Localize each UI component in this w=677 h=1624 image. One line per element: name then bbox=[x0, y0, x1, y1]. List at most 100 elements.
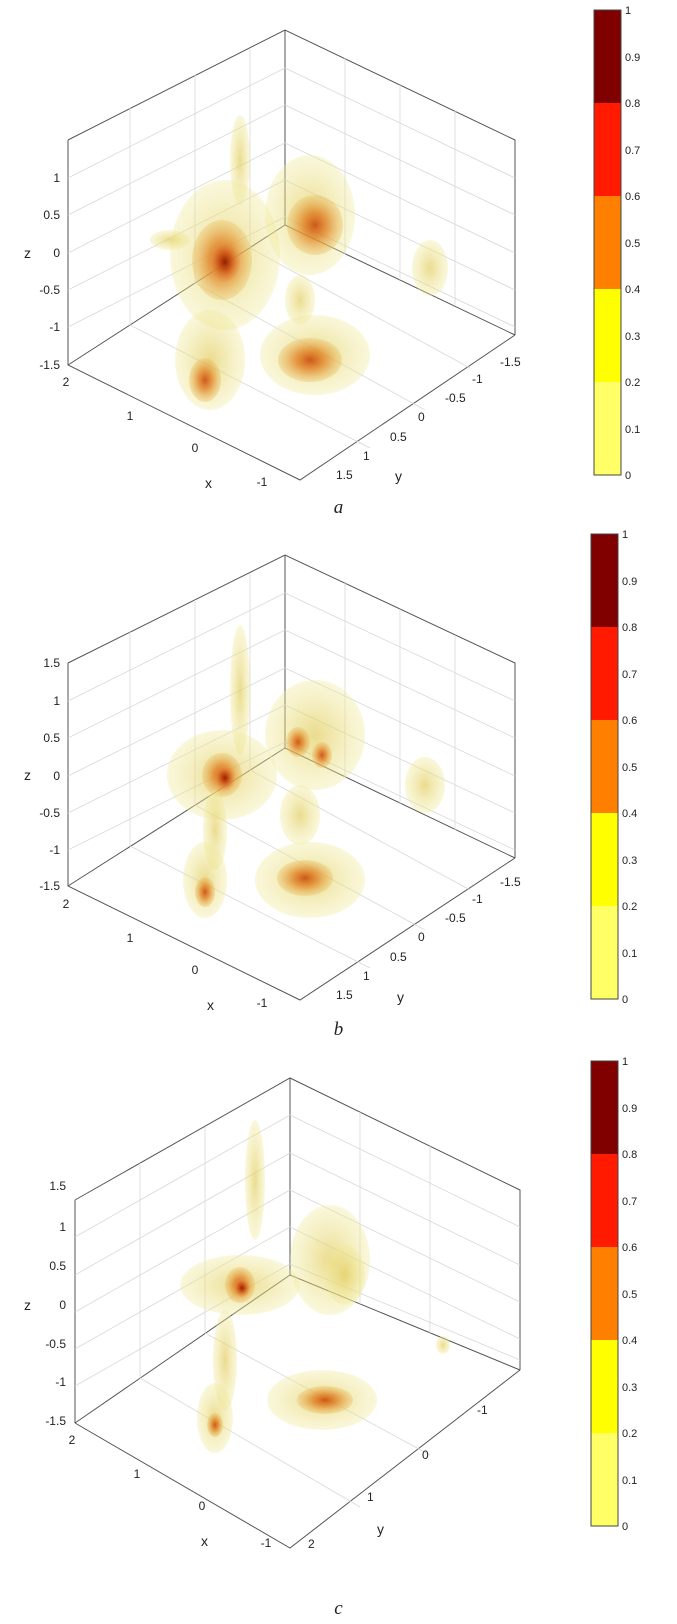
colorbar-tick: 0.2 bbox=[622, 1428, 637, 1440]
z-tick: 0.5 bbox=[43, 208, 60, 222]
blobs-c bbox=[180, 1120, 450, 1453]
colorbar-band bbox=[594, 289, 621, 382]
colorbar-tick: 0.4 bbox=[622, 1335, 637, 1347]
z-axis-label: z bbox=[24, 1297, 31, 1313]
z-ticks-c: 1.5 1 0.5 0 -0.5 -1 -1.5 bbox=[45, 1179, 66, 1428]
colorbar-tick: 0.1 bbox=[622, 948, 637, 960]
z-tick: 1 bbox=[53, 171, 60, 185]
colorbar-tick: 0.3 bbox=[625, 331, 640, 343]
colorbar-band bbox=[594, 196, 621, 289]
colorbar-tick: 1 bbox=[625, 5, 631, 17]
colorbar-tick: 0.4 bbox=[625, 284, 640, 296]
colorbar-tick: 0.6 bbox=[622, 1242, 637, 1254]
z-tick: -0.5 bbox=[39, 806, 60, 820]
x-tick: 2 bbox=[63, 375, 70, 389]
colorbar-band bbox=[591, 1247, 618, 1340]
caption-a: a bbox=[333, 497, 344, 518]
colorbar-tick: 0.9 bbox=[622, 576, 637, 588]
z-tick: 0 bbox=[53, 246, 60, 260]
colorbar-tick: 1 bbox=[622, 1056, 628, 1068]
colorbar-tick: 0 bbox=[622, 994, 628, 1006]
y-tick: 0.5 bbox=[390, 950, 407, 964]
x-tick: -1 bbox=[257, 996, 268, 1010]
z-tick: -1 bbox=[55, 1375, 66, 1389]
colorbar-tick: 0.9 bbox=[622, 1103, 637, 1115]
z-tick: -1.5 bbox=[39, 358, 60, 372]
z-tick: 1.5 bbox=[49, 1179, 66, 1193]
colorbar-tick: 1 bbox=[622, 529, 628, 541]
colorbar-tick: 0.6 bbox=[625, 191, 640, 203]
colorbar-tick: 0.7 bbox=[622, 669, 637, 681]
x-tick: 1 bbox=[134, 1467, 141, 1481]
x-tick: 0 bbox=[199, 1499, 206, 1513]
y-axis-label: y bbox=[395, 468, 402, 484]
colorbar-band bbox=[594, 382, 621, 475]
colorbar-tick: 0.8 bbox=[622, 622, 637, 634]
y-tick: -1 bbox=[477, 1403, 488, 1417]
colorbar-band bbox=[594, 103, 621, 196]
z-tick: 0.5 bbox=[49, 1259, 66, 1273]
colorbar-tick: 0.2 bbox=[625, 377, 640, 389]
x-ticks-b: 2 1 0 -1 bbox=[63, 897, 268, 1010]
z-ticks-b: 1.5 1 0.5 0 -0.5 -1 -1.5 bbox=[39, 656, 60, 893]
y-tick: 1.5 bbox=[336, 468, 353, 482]
blobs-a bbox=[150, 115, 448, 410]
y-tick: -1 bbox=[472, 372, 483, 386]
z-tick: -1.5 bbox=[45, 1414, 66, 1428]
y-tick: 2 bbox=[308, 1537, 315, 1551]
colorbar-tick: 0.3 bbox=[622, 855, 637, 867]
x-ticks-a: 2 1 0 -1 bbox=[63, 375, 268, 489]
z-tick: 0 bbox=[59, 1298, 66, 1312]
colorbar-tick: 0.9 bbox=[625, 52, 640, 64]
z-axis-label: z bbox=[24, 767, 31, 783]
plot-b: 1.5 1 0.5 0 -0.5 -1 -1.5 z 2 1 0 -1 x 1.… bbox=[24, 529, 637, 1013]
x-tick: 0 bbox=[192, 963, 199, 977]
y-ticks-b: 1.5 1 0.5 0 -0.5 -1 -1.5 bbox=[336, 875, 521, 1002]
colorbar-tick: 0 bbox=[625, 470, 631, 482]
plot-a: 1 0.5 0 -0.5 -1 -1.5 z 2 1 0 -1 x 1.5 1 … bbox=[24, 5, 640, 491]
y-tick: 0 bbox=[418, 410, 425, 424]
y-tick: 1 bbox=[363, 969, 370, 983]
y-ticks-c: 2 1 0 -1 bbox=[308, 1403, 488, 1551]
y-tick: -0.5 bbox=[445, 391, 466, 405]
x-tick: 2 bbox=[69, 1433, 76, 1447]
colorbar-band bbox=[591, 627, 618, 720]
colorbar-tick: 0.6 bbox=[622, 715, 637, 727]
panel-c: 1.5 1 0.5 0 -0.5 -1 -1.5 z 2 1 0 -1 x 2 … bbox=[0, 1056, 677, 1624]
y-tick: -0.5 bbox=[445, 911, 466, 925]
colorbar-tick: 0.2 bbox=[622, 901, 637, 913]
blobs-b bbox=[167, 625, 445, 918]
x-tick: 2 bbox=[63, 897, 70, 911]
colorbar-tick: 0 bbox=[622, 1521, 628, 1533]
colorbar-tick: 0.3 bbox=[622, 1382, 637, 1394]
z-tick: -0.5 bbox=[39, 283, 60, 297]
colorbar-band bbox=[591, 1340, 618, 1433]
colorbar-tick: 0.5 bbox=[622, 762, 637, 774]
y-axis-label: y bbox=[397, 989, 404, 1005]
y-tick: 1 bbox=[367, 1490, 374, 1504]
z-tick: 0 bbox=[53, 769, 60, 783]
colorbar-band bbox=[591, 1154, 618, 1247]
colorbar-band bbox=[591, 1061, 618, 1154]
colorbar-band bbox=[591, 720, 618, 813]
colorbar-band bbox=[591, 1433, 618, 1526]
z-axis-label: z bbox=[24, 245, 31, 261]
y-ticks-a: 1.5 1 0.5 0 -0.5 -1 -1.5 bbox=[336, 355, 521, 482]
x-axis-label: x bbox=[207, 997, 214, 1013]
plot-c: 1.5 1 0.5 0 -0.5 -1 -1.5 z 2 1 0 -1 x 2 … bbox=[24, 1056, 637, 1551]
y-tick: 0.5 bbox=[390, 430, 407, 444]
x-tick: 1 bbox=[127, 409, 134, 423]
colorbar-tick: 0.8 bbox=[625, 98, 640, 110]
colorbar-tick: 0.5 bbox=[625, 238, 640, 250]
y-tick: 1 bbox=[363, 449, 370, 463]
colorbar-band bbox=[591, 534, 618, 627]
y-tick: -1.5 bbox=[500, 355, 521, 369]
z-ticks-a: 1 0.5 0 -0.5 -1 -1.5 bbox=[39, 171, 60, 372]
colorbar-c: 1 0.9 0.8 0.7 0.6 0.5 0.4 0.3 0.2 0.1 0 bbox=[590, 1056, 637, 1533]
colorbar-tick: 0.8 bbox=[622, 1149, 637, 1161]
colorbar-tick: 0.1 bbox=[622, 1475, 637, 1487]
x-tick: 0 bbox=[192, 441, 199, 455]
x-ticks-c: 2 1 0 -1 bbox=[69, 1433, 272, 1550]
caption-c: c bbox=[334, 1598, 343, 1619]
z-tick: -1 bbox=[49, 843, 60, 857]
